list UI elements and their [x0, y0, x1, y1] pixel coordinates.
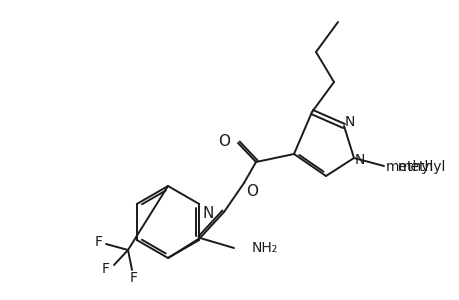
Text: F: F [95, 235, 103, 249]
Text: O: O [246, 184, 257, 199]
Text: N: N [202, 206, 213, 221]
Text: F: F [102, 262, 110, 276]
Text: methyl: methyl [397, 160, 445, 174]
Text: N: N [354, 153, 364, 167]
Text: N: N [344, 115, 354, 129]
Text: F: F [130, 271, 138, 285]
Text: NH₂: NH₂ [252, 241, 278, 255]
Text: methyl: methyl [385, 160, 433, 174]
Text: O: O [218, 134, 230, 148]
